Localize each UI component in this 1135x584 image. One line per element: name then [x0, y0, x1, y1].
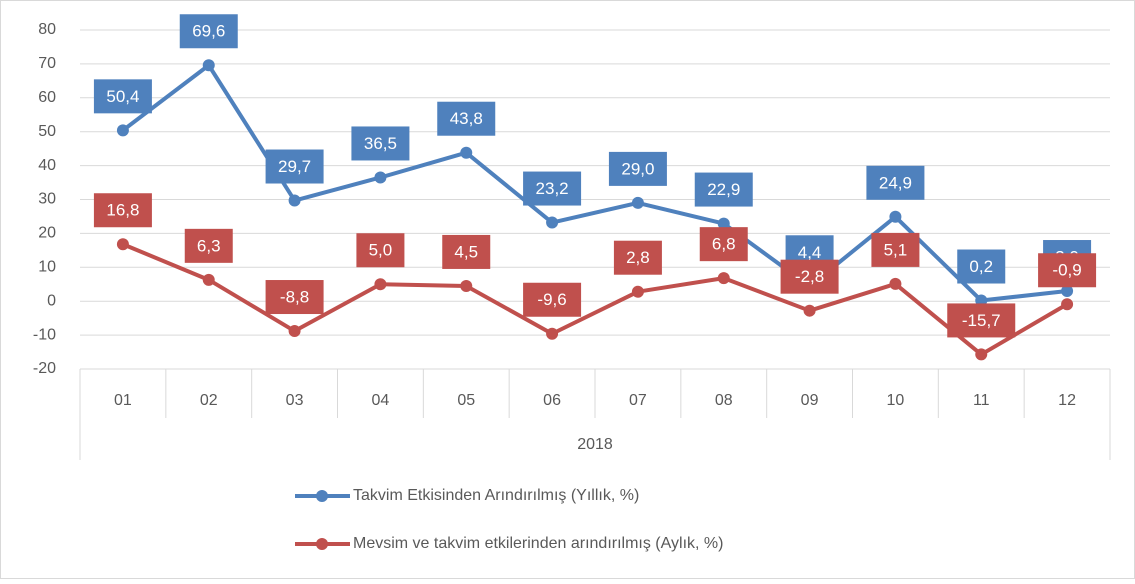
- x-tick-label: 12: [1058, 392, 1076, 409]
- data-label: 22,9: [707, 180, 740, 199]
- data-label-box: [93, 193, 152, 228]
- data-label-box: [947, 303, 1016, 338]
- data-label: 29,7: [278, 157, 311, 176]
- y-tick-label: 10: [38, 259, 56, 276]
- data-label-box: [694, 172, 753, 207]
- data-label: -2,8: [795, 267, 824, 286]
- y-tick-label: 20: [38, 225, 56, 242]
- marker: [546, 216, 559, 229]
- data-label: 16,8: [106, 201, 139, 220]
- marker: [116, 124, 129, 137]
- data-label-box: [356, 233, 405, 268]
- x-tick-label: 04: [372, 392, 390, 409]
- marker: [631, 285, 644, 298]
- x-tick-label: 10: [887, 392, 905, 409]
- marker: [1061, 285, 1074, 298]
- data-label-box: [442, 234, 491, 269]
- marker: [717, 217, 730, 230]
- y-tick-label: 0: [47, 292, 56, 309]
- marker: [116, 238, 129, 251]
- data-label-box: [871, 232, 920, 267]
- data-label: 24,9: [879, 173, 912, 192]
- data-label: 6,8: [712, 235, 736, 254]
- x-tick-label: 03: [286, 392, 304, 409]
- marker: [803, 304, 816, 317]
- marker: [374, 278, 387, 291]
- data-label: -9,6: [537, 290, 566, 309]
- data-label-box: [523, 171, 582, 206]
- y-tick-label: -20: [33, 360, 56, 377]
- marker: [202, 59, 215, 72]
- data-label-box: [93, 79, 152, 114]
- marker: [460, 146, 473, 159]
- data-label: 4,5: [454, 242, 478, 261]
- data-label-box: [780, 259, 839, 294]
- data-label: 0,2: [969, 257, 993, 276]
- legend-label: Mevsim ve takvim etkilerinden arındırılm…: [353, 535, 723, 552]
- data-label-box: [351, 126, 410, 161]
- marker: [546, 327, 559, 340]
- data-label-box: [613, 240, 662, 275]
- legend-marker: [316, 490, 328, 502]
- x-tick-label: 02: [200, 392, 218, 409]
- data-label: 5,0: [369, 241, 393, 260]
- series-line: [122, 242, 1069, 357]
- data-label-box: [179, 14, 238, 49]
- data-label: -0,9: [1052, 261, 1081, 280]
- data-label: -15,7: [962, 311, 1001, 330]
- marker: [889, 210, 902, 223]
- marker: [717, 272, 730, 285]
- data-label-box: [699, 227, 748, 262]
- data-label: 43,8: [450, 109, 483, 128]
- x-tick-label: 09: [801, 392, 819, 409]
- y-tick-label: 40: [38, 157, 56, 174]
- marker: [460, 279, 473, 292]
- x-tick-label: 07: [629, 392, 647, 409]
- data-label: 5,1: [884, 240, 908, 259]
- data-label-box: [1038, 253, 1097, 288]
- data-label: 6,3: [197, 236, 221, 255]
- marker: [288, 194, 301, 207]
- data-label: 29,0: [621, 159, 654, 178]
- y-tick-label: 50: [38, 123, 56, 140]
- data-label: -8,8: [280, 288, 309, 307]
- category-group-label: 2018: [577, 436, 613, 453]
- data-label-box: [184, 228, 233, 263]
- data-label: 69,6: [192, 22, 225, 41]
- data-label: 4,4: [798, 243, 822, 262]
- data-label-box: [866, 165, 925, 200]
- x-tick-label: 01: [114, 392, 132, 409]
- legend-marker: [316, 538, 328, 550]
- data-label-box: [265, 280, 324, 315]
- marker: [1061, 298, 1074, 311]
- y-tick-label: 80: [38, 21, 56, 38]
- x-tick-label: 08: [715, 392, 733, 409]
- x-tick-label: 05: [457, 392, 475, 409]
- marker: [202, 273, 215, 286]
- marker: [374, 171, 387, 184]
- x-tick-label: 11: [973, 392, 990, 409]
- legend-label: Takvim Etkisinden Arındırılmış (Yıllık, …: [353, 487, 639, 504]
- y-tick-label: -10: [33, 326, 56, 343]
- marker: [889, 277, 902, 290]
- data-label: 50,4: [106, 87, 139, 106]
- data-label-box: [265, 149, 324, 184]
- y-tick-label: 30: [38, 191, 56, 208]
- data-label: 36,5: [364, 134, 397, 153]
- data-label: 23,2: [536, 179, 569, 198]
- y-tick-label: 60: [38, 89, 56, 106]
- data-label-box: [957, 249, 1006, 284]
- marker: [975, 348, 988, 361]
- data-label-box: [437, 101, 496, 136]
- data-label: 2,8: [626, 248, 650, 267]
- x-tick-label: 06: [543, 392, 561, 409]
- data-label-box: [608, 151, 667, 186]
- y-tick-label: 70: [38, 55, 56, 72]
- data-label-box: [523, 282, 582, 317]
- marker: [631, 196, 644, 209]
- marker: [288, 325, 301, 338]
